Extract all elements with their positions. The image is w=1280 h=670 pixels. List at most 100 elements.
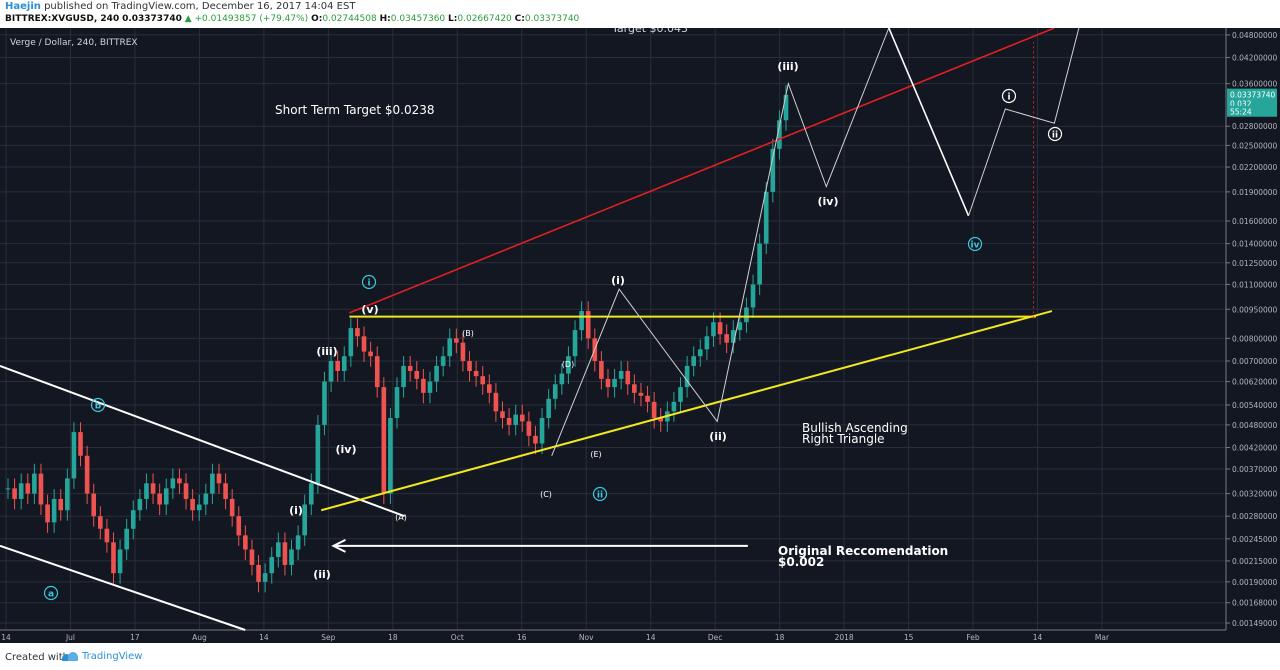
candle-body <box>414 370 420 379</box>
candle-body <box>401 365 406 388</box>
candle-body <box>618 370 624 379</box>
wave-circle-label: a <box>48 590 54 600</box>
candle-body <box>473 370 479 377</box>
candle-body <box>32 473 37 494</box>
candle-body <box>341 356 347 371</box>
candle-body <box>486 384 492 393</box>
candle-body <box>421 378 426 393</box>
wave-label: (B) <box>462 329 474 338</box>
candle-body <box>744 307 749 323</box>
candle-body <box>71 432 77 479</box>
publish-line: Haejin published on TradingView.com, Dec… <box>5 1 355 12</box>
candle-body <box>394 387 400 418</box>
candle-body <box>730 330 736 343</box>
candle-body <box>585 311 591 339</box>
price-label-box <box>1227 88 1277 100</box>
wave-projection-path <box>551 27 890 456</box>
published-text: published on TradingView.com, December 1… <box>44 1 356 12</box>
wave-circle-label: ii <box>597 491 603 501</box>
candle-body <box>361 336 367 352</box>
candle-body <box>282 542 288 565</box>
candle-body <box>625 370 631 385</box>
price-label-box <box>1227 97 1277 109</box>
candle-body <box>480 376 486 385</box>
x-tick-label: Nov <box>579 633 594 642</box>
y-tick-label: 0.00420000 <box>1232 444 1278 453</box>
wave-label: (C) <box>540 490 552 499</box>
candle-body <box>763 191 769 244</box>
close-label: C: <box>514 14 525 24</box>
recommendation-label-1: Original Reccomendation <box>778 544 948 558</box>
candle-body <box>25 483 31 494</box>
y-tick-label: 0.00700000 <box>1232 357 1278 366</box>
candle-body <box>78 432 83 456</box>
x-tick-label: 14 <box>1 633 11 642</box>
candle-body <box>203 493 209 505</box>
y-tick-label: 0.03600000 <box>1232 80 1278 89</box>
x-tick-label: 18 <box>388 633 398 642</box>
candle-body <box>519 414 525 422</box>
candle-body <box>84 455 90 494</box>
candle-body <box>216 473 222 484</box>
candle-body <box>546 398 551 418</box>
candle-body <box>750 284 756 308</box>
price-label-text: 55:24 <box>1230 108 1252 117</box>
candle-body <box>678 387 683 402</box>
y-tick-label: 0.01250000 <box>1232 259 1278 268</box>
x-tick-label: Mar <box>1095 633 1110 642</box>
candle-body <box>58 498 64 511</box>
tradingview-link[interactable]: TradingView <box>62 651 142 662</box>
wave-label: (v) <box>361 303 378 316</box>
candle-body <box>137 498 143 511</box>
y-tick-label: 0.02800000 <box>1232 122 1278 131</box>
open-label: O: <box>311 14 323 24</box>
candle-body <box>757 243 762 285</box>
candle-body <box>467 361 472 371</box>
wave-label: (i) <box>289 504 303 517</box>
y-tick-label: 0.00168000 <box>1232 599 1278 608</box>
price-label-text: 0.03373740 <box>1230 91 1276 100</box>
wave-projection-path-2 <box>968 27 1080 216</box>
candle-body <box>697 349 703 357</box>
short-term-target: Short Term Target $0.0238 <box>275 103 434 117</box>
price-label-text: 0.032 <box>1230 100 1252 109</box>
candle-body <box>526 421 532 436</box>
red-channel-line <box>349 27 1055 314</box>
candle-body <box>460 342 466 362</box>
wave-label: (A) <box>395 513 407 522</box>
candle-body <box>91 493 97 517</box>
y-tick-label: 0.00480000 <box>1232 421 1278 430</box>
triangle-label-2: Right Triangle <box>802 432 885 446</box>
wave-circle <box>1047 126 1063 142</box>
candle-body <box>144 483 149 499</box>
chart-area[interactable]: 0.04800000 0.04200000 0.03600000 0.02800000… <box>0 22 1280 643</box>
tradingview-brand: TradingView <box>82 651 143 662</box>
wave-label: (iii) <box>777 60 798 73</box>
author-name[interactable]: Haejin <box>5 1 41 12</box>
candle-body <box>658 417 664 422</box>
recommendation-arrow-head <box>331 538 346 553</box>
candle-body <box>434 365 439 382</box>
candle-body <box>651 401 657 418</box>
chart-header: Haejin published on TradingView.com, Dec… <box>0 0 1280 28</box>
candle-body <box>737 322 743 331</box>
y-tick-label: 0.01600000 <box>1232 217 1278 226</box>
candle-body <box>243 535 248 550</box>
y-tick-label: 0.00215000 <box>1232 557 1278 566</box>
candle-body <box>269 557 275 574</box>
high-value: 0.03457360 <box>390 14 446 24</box>
candle-body <box>322 381 327 425</box>
candle-body <box>328 361 334 382</box>
low-label: L: <box>448 14 458 24</box>
candle-body <box>533 435 538 444</box>
x-tick-label: 18 <box>775 633 785 642</box>
candle-body <box>704 336 710 350</box>
y-tick-label: 0.00280000 <box>1232 512 1278 521</box>
candle-body <box>38 473 44 505</box>
wave-circle-label: i <box>367 279 370 289</box>
chart-svg[interactable]: 0.04800000 0.04200000 0.03600000 0.02800000… <box>0 22 1280 643</box>
candle-body <box>223 483 228 499</box>
candle-body <box>18 483 24 499</box>
wave-label: (iv) <box>818 195 839 208</box>
x-tick-label: 14 <box>259 633 269 642</box>
